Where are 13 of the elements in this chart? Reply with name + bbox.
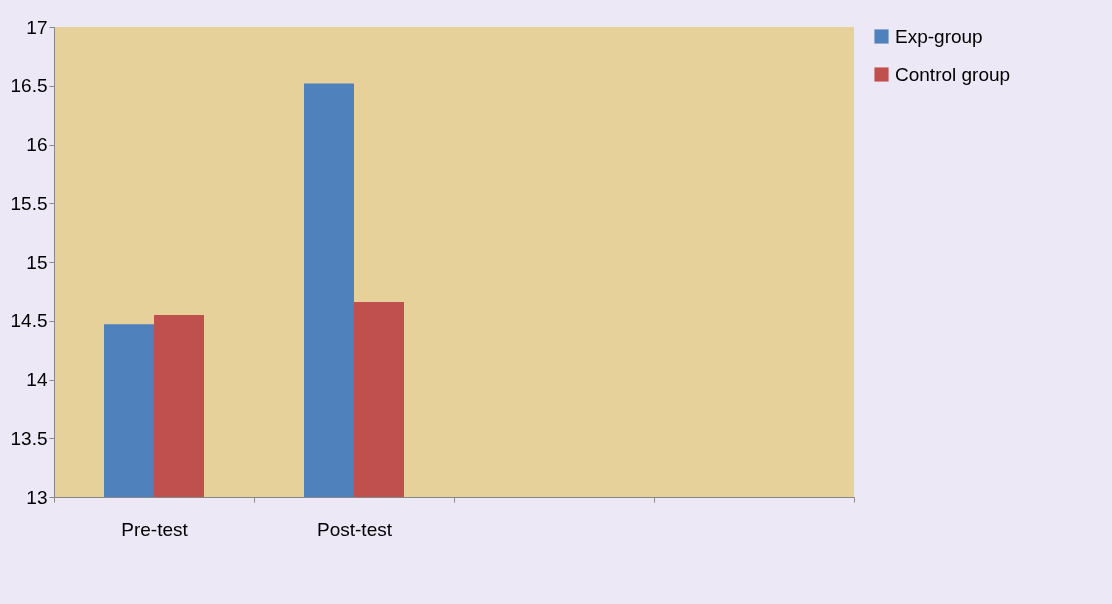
legend-label: Control group xyxy=(895,63,1011,85)
x-tick-label: Pre-test xyxy=(121,518,189,540)
y-tick-label: 16 xyxy=(26,134,48,155)
y-tick-label: 15 xyxy=(26,251,48,273)
y-tick-label: 15.5 xyxy=(10,192,48,214)
y-tick-label: 17 xyxy=(26,16,48,38)
y-tick-label: 13 xyxy=(26,486,48,508)
y-tick-label: 13.5 xyxy=(10,427,48,449)
y-tick-label: 16.5 xyxy=(10,75,48,97)
y-tick-label: 14.5 xyxy=(10,310,48,332)
legend-label: Exp-group xyxy=(895,25,983,47)
y-tick-label: 14 xyxy=(26,369,48,390)
x-tick-label: Post-test xyxy=(317,518,393,540)
